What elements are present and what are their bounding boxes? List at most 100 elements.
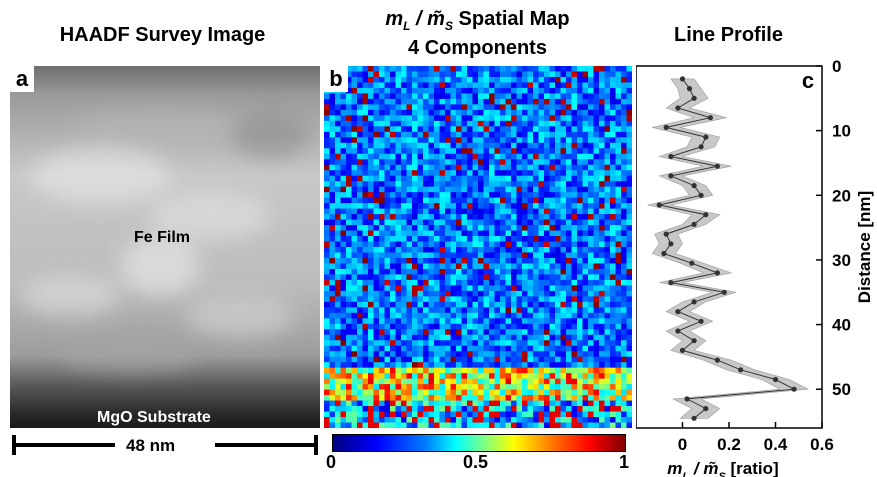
heatmap-cell — [604, 356, 611, 363]
heatmap-cell — [516, 181, 523, 187]
heatmap-cell — [511, 126, 517, 133]
heatmap-cell — [593, 175, 600, 182]
heatmap-cell — [324, 104, 330, 111]
heatmap-cell — [423, 290, 429, 297]
heatmap-cell — [461, 373, 468, 379]
heatmap-cell — [324, 247, 330, 253]
heatmap-cell — [555, 367, 561, 374]
heatmap-cell — [582, 225, 589, 231]
heatmap-cell — [522, 131, 528, 138]
heatmap-cell — [368, 356, 374, 363]
heatmap-cell — [566, 290, 572, 297]
heatmap-cell — [505, 362, 512, 368]
heatmap-cell — [593, 411, 600, 418]
heatmap-cell — [390, 252, 396, 259]
heatmap-cell — [582, 318, 589, 325]
heatmap-cell — [500, 318, 506, 325]
heatmap-cell — [555, 148, 561, 155]
heatmap-cell — [489, 93, 495, 100]
heatmap-cell — [621, 87, 627, 94]
heatmap-cell — [450, 142, 457, 149]
heatmap-cell — [522, 203, 528, 209]
heatmap-cell — [555, 329, 561, 336]
heatmap-cell — [527, 247, 534, 253]
heatmap-cell — [362, 104, 369, 111]
heatmap-cell — [483, 93, 490, 100]
heatmap-cell — [533, 356, 539, 363]
heatmap-cell — [423, 329, 429, 336]
heatmap-cell — [582, 373, 589, 379]
heatmap-cell — [577, 208, 583, 215]
heatmap-cell — [588, 93, 594, 100]
heatmap-cell — [478, 257, 484, 264]
heatmap-cell — [544, 296, 550, 303]
heatmap-cell — [593, 159, 600, 166]
heatmap-cell — [357, 257, 363, 264]
heatmap-cell — [384, 203, 391, 209]
heatmap-cell — [560, 93, 567, 100]
heatmap-cell — [621, 340, 627, 347]
heatmap-cell — [395, 192, 402, 198]
heatmap-cell — [555, 323, 561, 330]
heatmap-cell — [324, 230, 330, 237]
heatmap-cell — [478, 181, 484, 187]
heatmap-cell — [516, 290, 523, 297]
heatmap-cell — [362, 395, 369, 401]
heatmap-cell — [494, 356, 501, 363]
heatmap-cell — [538, 148, 545, 155]
heatmap-cell — [456, 351, 462, 357]
heatmap-cell — [549, 274, 556, 281]
heatmap-cell — [390, 76, 396, 83]
heatmap-cell — [406, 71, 413, 78]
heatmap-cell — [560, 203, 567, 209]
heatmap-cell — [538, 76, 545, 83]
heatmap-cell — [340, 241, 347, 248]
heatmap-cell — [384, 285, 391, 292]
heatmap-cell — [483, 301, 490, 308]
heatmap-cell — [428, 323, 435, 330]
heatmap-cell — [472, 93, 479, 100]
heatmap-cell — [395, 247, 402, 253]
heatmap-cell — [324, 422, 330, 429]
heatmap-cell — [582, 126, 589, 133]
heatmap-cell — [467, 66, 473, 72]
heatmap-cell — [500, 274, 506, 281]
heatmap-cell — [566, 417, 572, 423]
heatmap-cell — [604, 301, 611, 308]
heatmap-cell — [610, 66, 616, 72]
heatmap-cell — [544, 230, 550, 237]
heatmap-cell — [417, 98, 424, 105]
heatmap-cell — [428, 307, 435, 314]
heatmap-cell — [478, 356, 484, 363]
heatmap-cell — [533, 109, 539, 116]
heatmap-cell — [511, 285, 517, 292]
heatmap-cell — [335, 329, 341, 336]
heatmap-cell — [593, 252, 600, 259]
heatmap-cell — [461, 417, 468, 423]
heatmap-cell — [538, 340, 545, 347]
heatmap-cell — [324, 170, 330, 176]
heatmap-cell — [346, 208, 352, 215]
heatmap-cell — [483, 351, 490, 357]
heatmap-cell — [357, 214, 363, 220]
heatmap-cell — [511, 241, 517, 248]
heatmap-cell — [500, 323, 506, 330]
heatmap-cell — [423, 422, 429, 429]
heatmap-cell — [533, 307, 539, 314]
heatmap-cell — [467, 241, 473, 248]
heatmap-cell — [610, 93, 616, 100]
heatmap-cell — [577, 268, 583, 275]
heatmap-cell — [472, 142, 479, 149]
heatmap-cell — [395, 71, 402, 78]
heatmap-cell — [527, 186, 534, 193]
heatmap-cell — [604, 274, 611, 281]
heatmap-cell — [335, 115, 341, 122]
heatmap-cell — [500, 214, 506, 220]
heatmap-cell — [406, 378, 413, 385]
x-tick-label: 0 — [678, 435, 687, 454]
heatmap-cell — [373, 104, 380, 111]
heatmap-cell — [445, 115, 451, 122]
heatmap-cell — [478, 395, 484, 401]
heatmap-cell — [456, 142, 462, 149]
heatmap-cell — [571, 241, 578, 248]
